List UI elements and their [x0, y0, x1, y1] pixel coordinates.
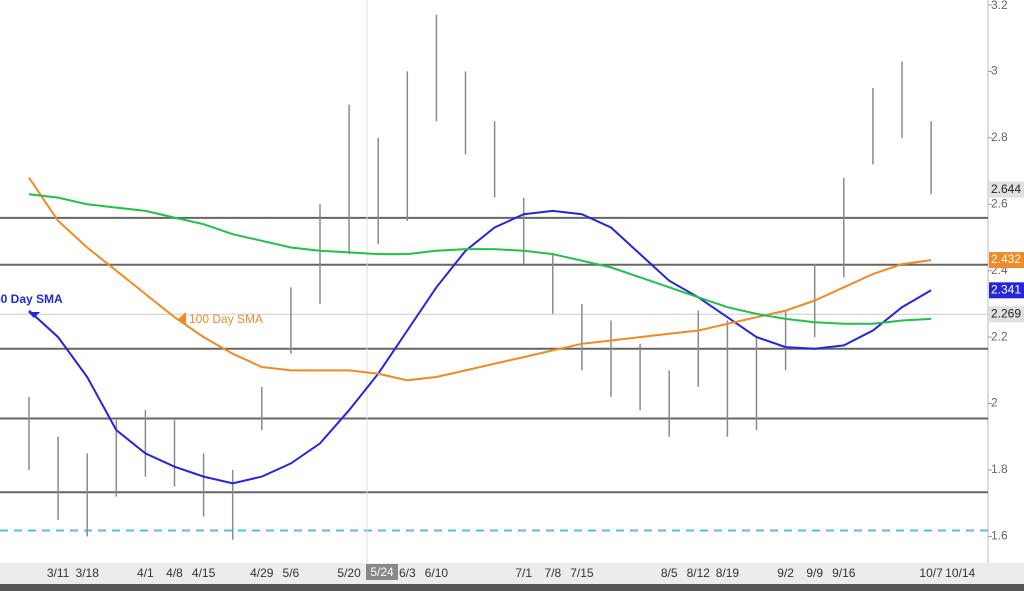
- ma-line: [28, 193, 932, 325]
- x-tick-label: 10/7: [919, 566, 943, 580]
- y-tick-label: 2.2: [991, 329, 1008, 343]
- y-tick-label: 3.2: [991, 0, 1008, 12]
- x-tick-label: 9/2: [777, 566, 794, 580]
- x-tick-label: 4/8: [166, 566, 183, 580]
- x-tick-label: 6/10: [425, 566, 449, 580]
- x-tick-label: 8/5: [661, 566, 678, 580]
- sma-annotation: 50 Day SMA: [0, 292, 63, 306]
- x-tick-label: 3/18: [76, 566, 100, 580]
- x-tick-label: 7/15: [570, 566, 594, 580]
- x-tick-label: 6/3: [399, 566, 416, 580]
- sma-arrow: [28, 312, 40, 318]
- x-tick-label: 5/6: [283, 566, 300, 580]
- x-tick-label: 8/19: [716, 566, 740, 580]
- y-tick-label: 2.8: [991, 130, 1008, 144]
- x-tick-label: 5/20: [337, 566, 361, 580]
- y-tick-label: 1.8: [991, 462, 1008, 476]
- x-tick-label: 9/16: [832, 566, 856, 580]
- x-tick-label: 7/1: [515, 566, 532, 580]
- price-marker-label: 2.341: [991, 282, 1021, 296]
- price-marker-label: 2.269: [991, 306, 1021, 320]
- x-tick-label: 4/1: [137, 566, 154, 580]
- x-tick-label: 10/14: [945, 566, 975, 580]
- y-tick-label: 3: [991, 64, 998, 78]
- price-marker-label: 2.432: [991, 252, 1021, 266]
- x-tick-label: 8/12: [687, 566, 711, 580]
- sma-arrow: [178, 312, 186, 326]
- price-marker-label: 2.644: [991, 182, 1021, 196]
- x-tick-label: 4/29: [250, 566, 274, 580]
- ma-line: [28, 177, 932, 382]
- y-tick-label: 1.6: [991, 529, 1008, 543]
- scrollbar[interactable]: [0, 584, 1024, 591]
- ma-line: [28, 209, 932, 485]
- price-marker: [989, 181, 1024, 198]
- sma-annotation: 100 Day SMA: [189, 312, 263, 326]
- crosshair-box: [366, 564, 398, 580]
- x-tick-label: 9/9: [806, 566, 823, 580]
- x-tick-label: 4/15: [192, 566, 216, 580]
- price-marker: [989, 282, 1024, 299]
- price-marker: [989, 306, 1024, 323]
- price-marker: [989, 252, 1024, 269]
- x-tick-label: 3/11: [47, 566, 70, 580]
- crosshair-label: 5/24: [370, 565, 394, 579]
- y-tick-label: 2.6: [991, 196, 1008, 210]
- x-tick-label: 7/8: [544, 566, 561, 580]
- y-tick-label: 2: [991, 396, 998, 410]
